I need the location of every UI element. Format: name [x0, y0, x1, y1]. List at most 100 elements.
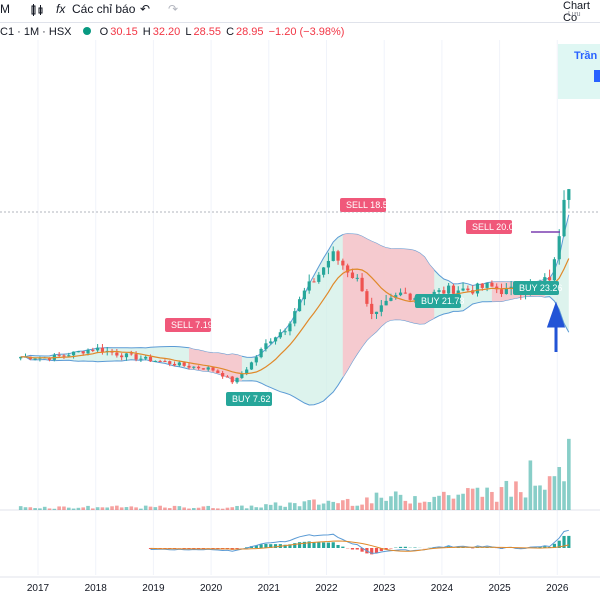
- volume-bar: [345, 498, 350, 510]
- signal-box: [340, 198, 386, 212]
- volume-bar: [163, 507, 167, 510]
- volume-bar: [360, 504, 364, 510]
- volume-bar: [374, 492, 379, 510]
- candle-body: [312, 281, 316, 283]
- macd-hist: [384, 548, 388, 550]
- candle-body: [230, 376, 234, 383]
- fx-icon[interactable]: fx: [56, 2, 66, 16]
- top-toolbar: M fx Các chỉ báo ↶ ↷ Chart Co Lưu: [0, 0, 600, 24]
- volume-bar: [110, 506, 114, 510]
- candle-body: [389, 297, 393, 301]
- candle-body: [322, 267, 326, 275]
- volume-bar: [341, 500, 345, 510]
- ohlc-legend: C1 · 1M · HSX O 30.15 H 32.20 L 28.55 C 28.9…: [0, 26, 346, 38]
- candle-body: [67, 355, 71, 357]
- volume-bar: [432, 496, 437, 510]
- candle-body: [341, 260, 345, 266]
- candles-icon[interactable]: [30, 3, 44, 20]
- moving-average: [20, 258, 570, 375]
- volume-bar: [413, 496, 417, 510]
- undo-icon[interactable]: ↶: [140, 2, 151, 16]
- volume-bar: [134, 507, 138, 510]
- chart-name-button[interactable]: Chart Co: [563, 0, 590, 24]
- volume-bar: [422, 501, 427, 510]
- macd-hist: [341, 546, 345, 548]
- volume-bar: [206, 505, 211, 510]
- x-tick-label: 2018: [85, 583, 108, 594]
- interval-button[interactable]: M: [0, 2, 10, 16]
- promo-banner[interactable]: Trần: [558, 44, 600, 99]
- volume-bar: [389, 496, 393, 510]
- volume-bar: [86, 505, 90, 510]
- volume-bar: [369, 503, 374, 510]
- volume-bar: [143, 505, 148, 510]
- candle-body: [317, 274, 321, 282]
- signal-text: SELL 7.19: [171, 320, 213, 330]
- redo-icon[interactable]: ↷: [168, 2, 179, 16]
- signal-buy: BUY 21.78: [415, 294, 464, 308]
- volume-bar: [312, 499, 316, 510]
- volume-bar: [182, 507, 186, 510]
- volume-bar: [461, 493, 465, 510]
- candle-body: [331, 251, 335, 261]
- macd-hist: [273, 544, 278, 548]
- candle-body: [326, 260, 331, 268]
- candle-body: [466, 288, 470, 291]
- macd-panel: [148, 529, 571, 555]
- candle-body: [71, 351, 76, 356]
- volume-bar: [547, 476, 552, 510]
- volume-bar: [47, 508, 52, 510]
- macd-hist: [331, 542, 335, 548]
- macd-hist: [336, 544, 340, 548]
- candle-body: [206, 367, 210, 370]
- candle-body: [96, 347, 100, 351]
- candle-body: [172, 363, 177, 366]
- volume-bar: [38, 508, 42, 510]
- candle-body: [124, 353, 129, 358]
- indicators-button[interactable]: Các chỉ báo: [72, 2, 136, 16]
- macd-hist: [379, 548, 383, 552]
- volume-bar: [490, 491, 494, 510]
- candle-body: [86, 349, 90, 354]
- volume-bar: [523, 497, 528, 510]
- x-tick-label: 2025: [488, 583, 511, 594]
- signal-box: [513, 281, 559, 295]
- candle-body: [288, 323, 292, 332]
- candle-body: [168, 361, 172, 364]
- volume-bar: [259, 507, 263, 510]
- annotations: [531, 231, 566, 352]
- volume-bar: [350, 505, 355, 510]
- volume-bar: [499, 487, 504, 510]
- macd-hist: [307, 541, 311, 548]
- volume-bar: [278, 505, 283, 510]
- volume-bar: [91, 508, 95, 510]
- candle-body: [33, 358, 37, 360]
- candle-body: [134, 354, 138, 360]
- signal-text: BUY 21.78: [421, 296, 464, 306]
- volume-bar: [177, 506, 182, 510]
- volume-bar: [528, 460, 533, 510]
- volume-bar: [119, 507, 124, 510]
- change-value: −1.20 (−3.98%): [268, 26, 345, 38]
- candle-body: [562, 199, 566, 237]
- symbol-label[interactable]: C1 · 1M · HSX: [0, 26, 72, 38]
- save-button[interactable]: Lưu: [568, 11, 581, 18]
- candle-body: [235, 377, 239, 383]
- macd-hist: [182, 548, 186, 549]
- volume-bar: [66, 507, 71, 510]
- macd-hist: [562, 535, 566, 548]
- volume-bar: [475, 487, 480, 510]
- candle-body: [216, 370, 220, 374]
- volume-bar: [326, 500, 331, 510]
- volume-bar: [384, 500, 388, 510]
- volume-bar: [187, 508, 191, 510]
- volume-bar: [139, 508, 143, 510]
- candle-body: [557, 236, 561, 260]
- macd-hist: [543, 546, 547, 548]
- candle-body: [273, 337, 278, 342]
- macd-hist: [326, 542, 331, 548]
- volume-bar: [393, 491, 398, 510]
- volume-bar: [331, 501, 336, 510]
- volume-bar: [466, 488, 470, 510]
